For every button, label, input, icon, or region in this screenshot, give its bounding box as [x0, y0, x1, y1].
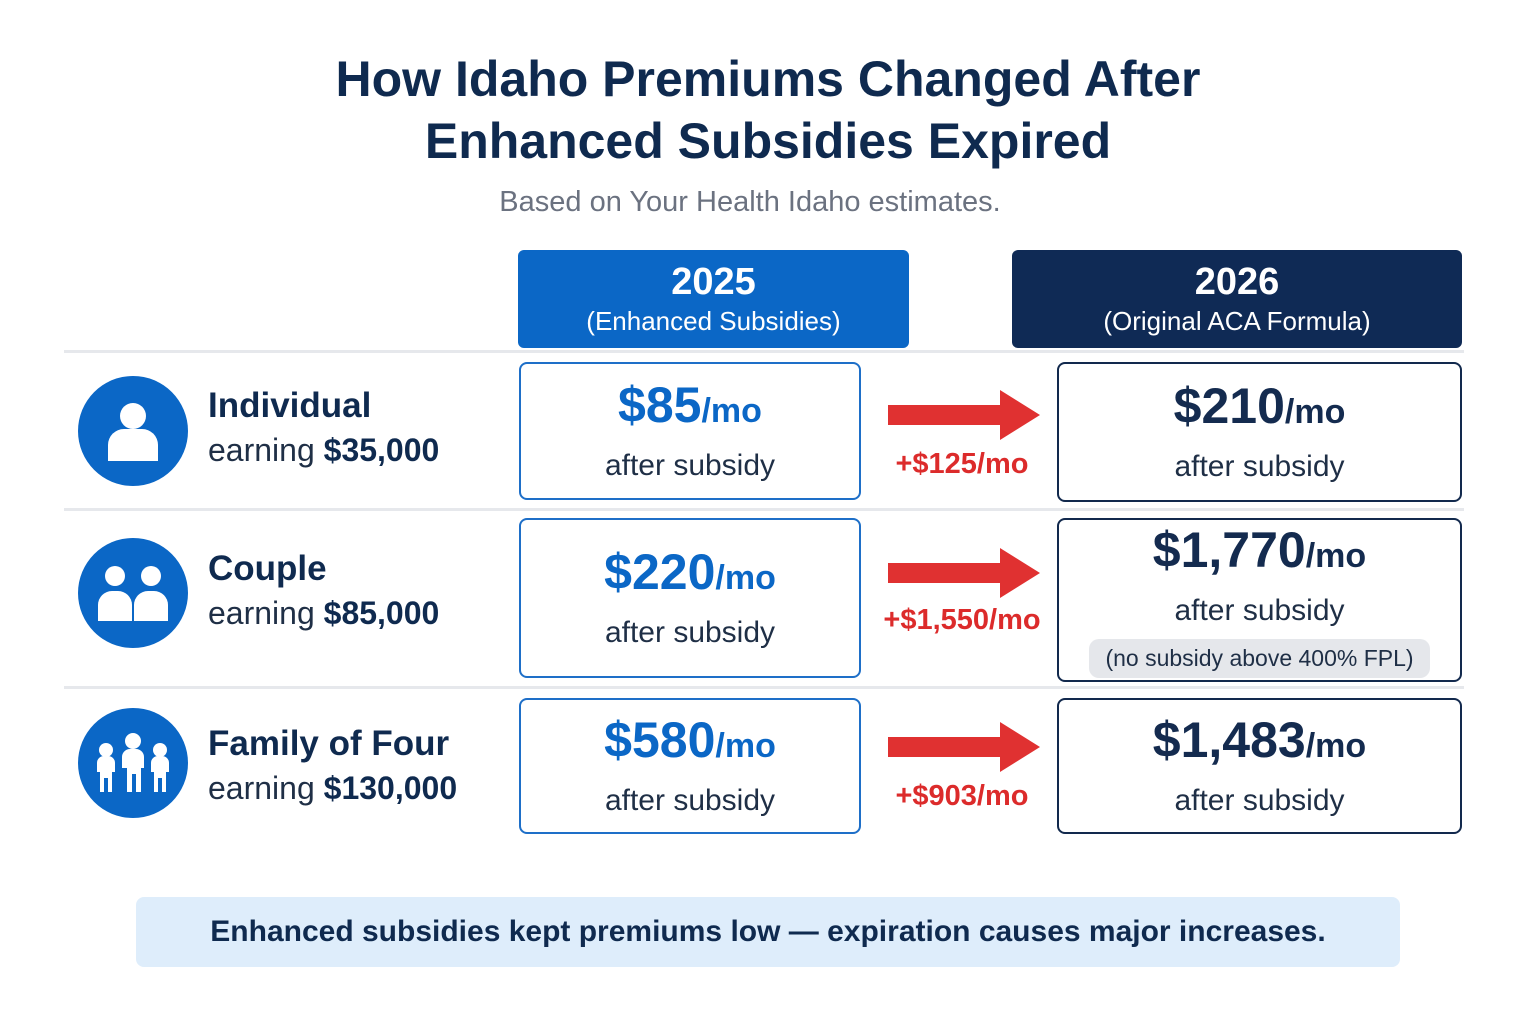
row-divider — [64, 508, 1464, 511]
premium-increase: +$125/mo — [895, 448, 1029, 480]
couple-icon — [78, 538, 188, 648]
premium-2026: $1,770/mo — [1152, 522, 1367, 578]
premium-caption: after subsidy — [1174, 783, 1345, 817]
footer-callout: Enhanced subsidies kept premiums low — e… — [136, 897, 1400, 967]
premium-2026-card: $1,770/mo after subsidy (no subsidy abov… — [1057, 518, 1462, 682]
person-icon — [78, 376, 188, 486]
page-title: How Idaho Premiums Changed After Enhance… — [0, 48, 1536, 172]
premium-caption: after subsidy — [1174, 449, 1345, 483]
household-name: Individual — [208, 386, 372, 425]
row-divider — [64, 350, 1464, 353]
family-icon — [78, 708, 188, 818]
page-subtitle: Based on Your Health Idaho estimates. — [499, 186, 1001, 218]
premium-caption: after subsidy — [604, 448, 776, 482]
column-year: 2025 — [671, 261, 756, 303]
premium-2025: $580/mo — [604, 711, 776, 768]
column-year: 2026 — [1194, 261, 1280, 303]
premium-2026-card: $1,483/mo after subsidy — [1057, 698, 1462, 834]
premium-caption: after subsidy — [1174, 594, 1345, 627]
row-label: Individual earning $35,000 — [208, 384, 439, 472]
premium-increase: +$903/mo — [895, 780, 1029, 812]
premium-2025: $85/mo — [618, 376, 762, 433]
premium-2025: $220/mo — [604, 543, 776, 600]
row-label: Couple earning $85,000 — [208, 547, 439, 635]
premium-2026: $1,483/mo — [1152, 711, 1367, 768]
household-earning: earning $35,000 — [208, 432, 440, 468]
household-name: Couple — [208, 549, 327, 588]
title-line-1: How Idaho Premiums Changed After — [335, 51, 1201, 107]
row-divider — [64, 686, 1464, 689]
column-label: (Enhanced Subsidies) — [586, 306, 841, 336]
premium-caption: after subsidy — [604, 615, 776, 649]
household-name: Family of Four — [208, 724, 450, 763]
premium-2026-card: $210/mo after subsidy — [1057, 362, 1462, 502]
premium-2025-card: $580/mo after subsidy — [519, 698, 861, 834]
right-arrow-icon — [888, 390, 1040, 440]
household-earning: earning $130,000 — [208, 770, 458, 806]
column-header-2026: 2026 (Original ACA Formula) — [1012, 250, 1462, 348]
row-label: Family of Four earning $130,000 — [208, 722, 457, 810]
premium-2025-card: $220/mo after subsidy — [519, 518, 861, 678]
no-subsidy-note: (no subsidy above 400% FPL) — [1089, 639, 1430, 678]
premium-increase: +$1,550/mo — [883, 604, 1041, 636]
title-line-2: Enhanced Subsidies Expired — [424, 113, 1112, 169]
premium-2025-card: $85/mo after subsidy — [519, 362, 861, 500]
premium-2026: $210/mo — [1173, 377, 1346, 434]
household-earning: earning $85,000 — [208, 595, 440, 631]
premium-caption: after subsidy — [604, 783, 776, 817]
right-arrow-icon — [888, 722, 1040, 772]
column-header-2025: 2025 (Enhanced Subsidies) — [518, 250, 909, 348]
column-label: (Original ACA Formula) — [1103, 306, 1371, 336]
right-arrow-icon — [888, 548, 1040, 598]
